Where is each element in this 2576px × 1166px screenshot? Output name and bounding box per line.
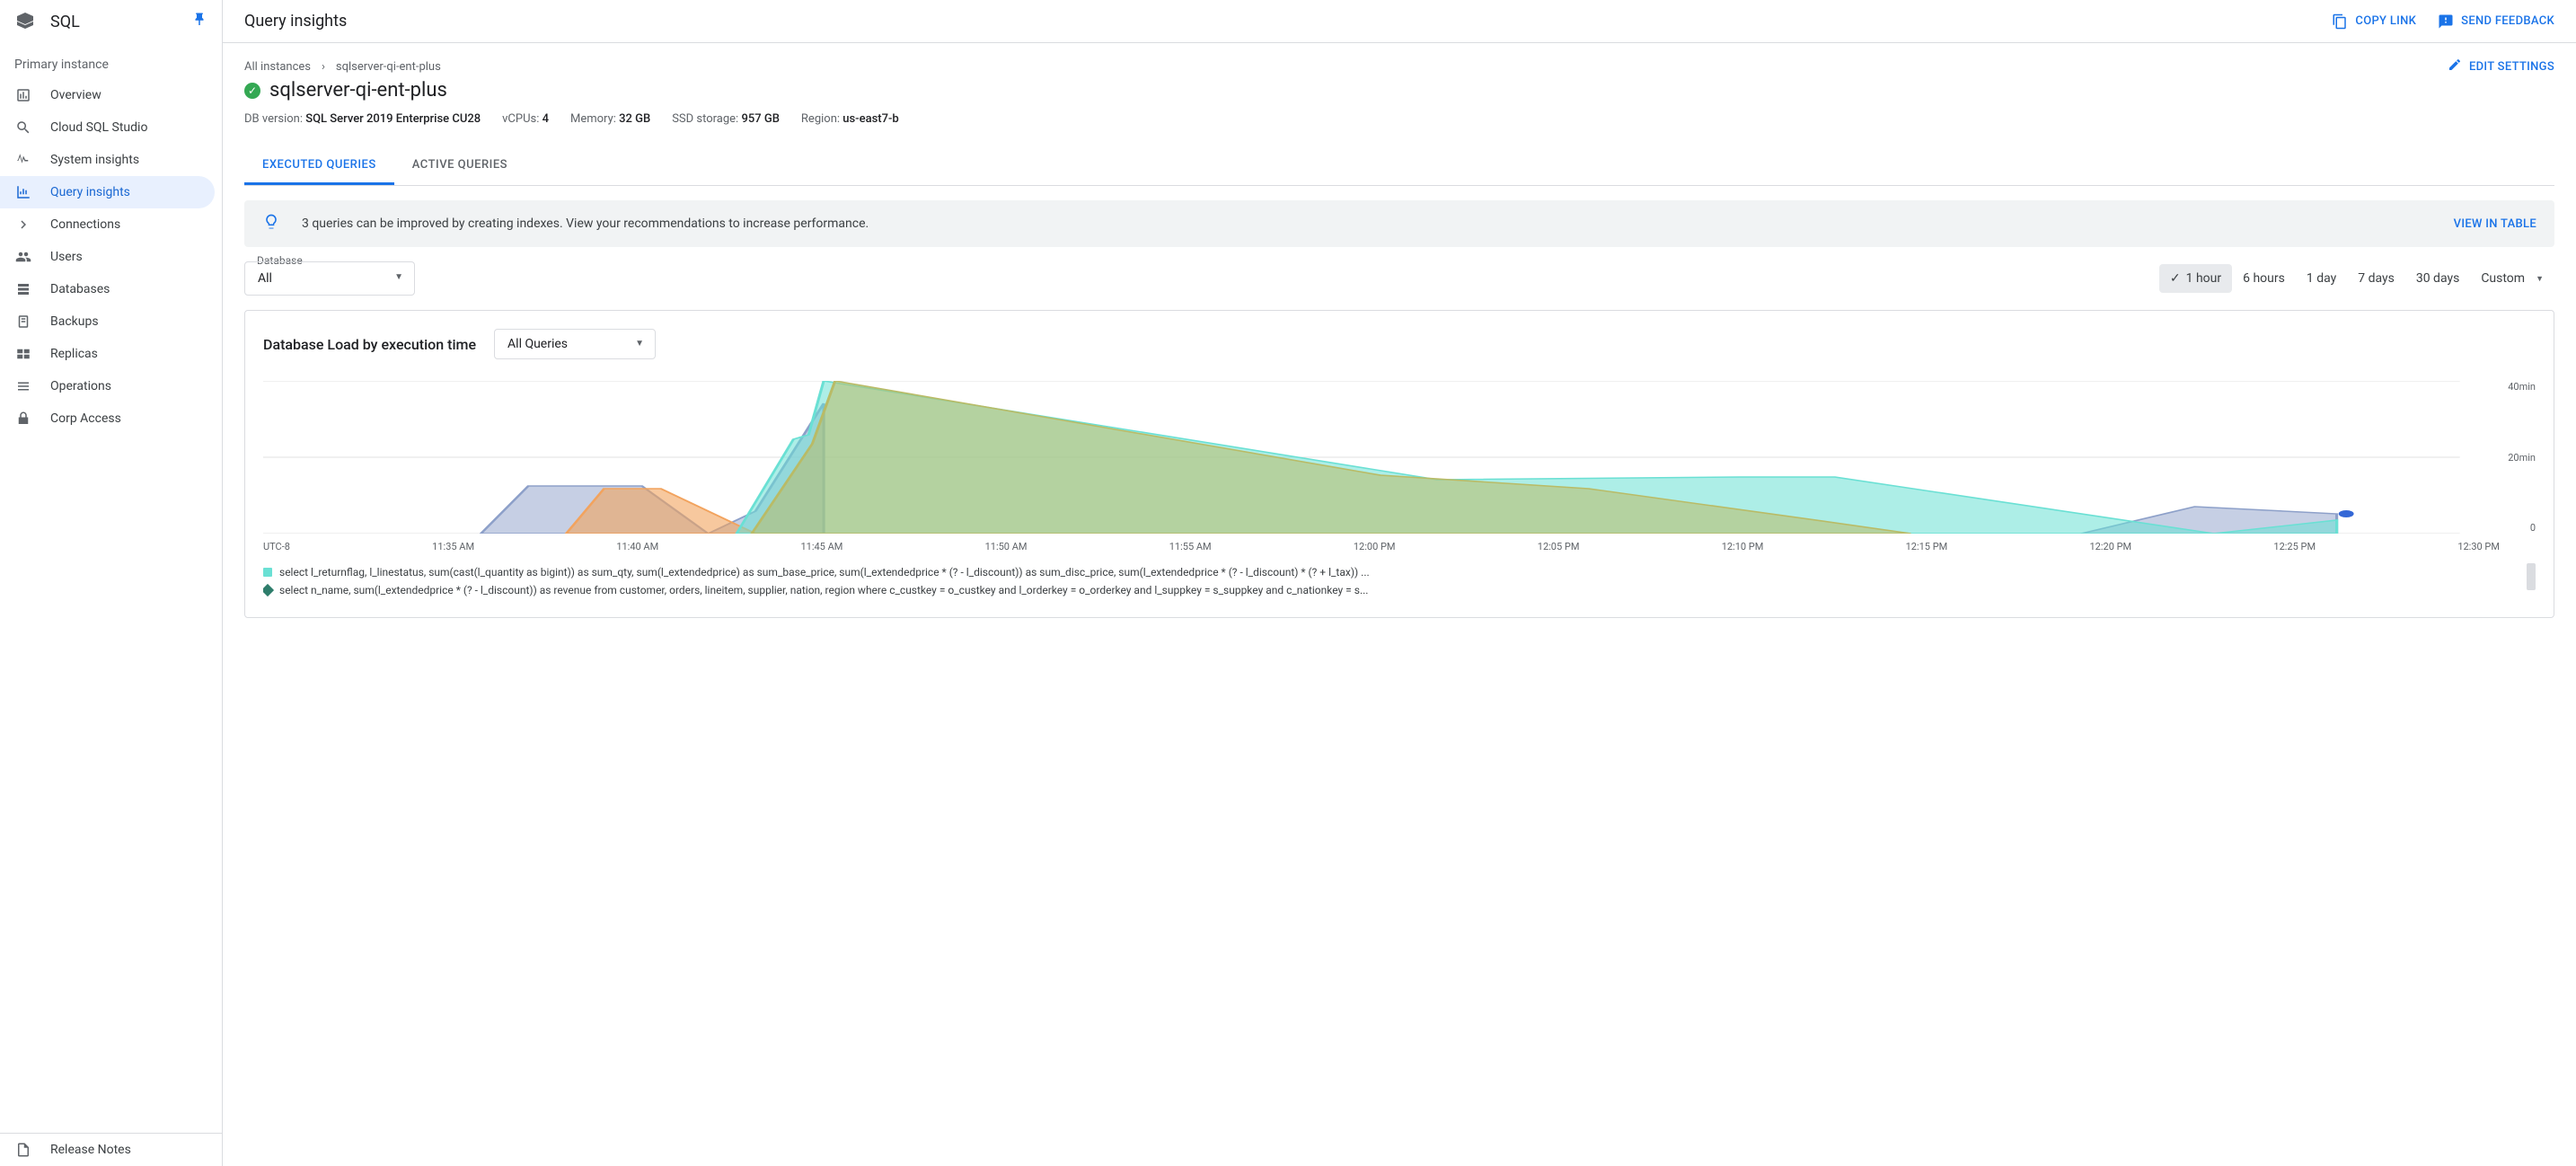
connect-icon [14,216,32,234]
legend-item[interactable]: select n_name, sum(l_extendedprice * (? … [263,581,2518,599]
sidebar-item-label: System insights [50,153,139,167]
recommendation-banner: 3 queries can be improved by creating in… [244,200,2554,247]
pin-icon[interactable] [191,12,207,31]
topbar: Query insights COPY LINK SEND FEEDBACK [223,0,2576,43]
tabs: EXECUTED QUERIES ACTIVE QUERIES [244,147,2554,186]
product-title: SQL [50,13,191,31]
sidebar-item-operations[interactable]: Operations [0,370,222,402]
chart-plot [263,381,2536,534]
time-opt-30-days[interactable]: 30 days [2405,264,2470,293]
chart-card: Database Load by execution time All Quer… [244,310,2554,618]
time-opt-1-day[interactable]: 1 day [2296,264,2347,293]
copy-icon [2332,13,2348,30]
sidebar-item-label: Connections [50,217,120,232]
ops-icon [14,377,32,395]
query-filter-select[interactable]: All Queries [494,329,656,359]
sidebar-item-label: Corp Access [50,411,121,426]
monitor-icon [14,151,32,169]
sidebar-item-cloud-sql-studio[interactable]: Cloud SQL Studio [0,111,222,144]
users-icon [14,248,32,266]
status-ok-icon: ✓ [244,83,260,99]
legend-item[interactable]: select l_returnflag, l_linestatus, sum(c… [263,563,2518,581]
check-icon: ✓ [2170,271,2181,286]
legend-marker-icon [263,568,272,577]
sidebar-item-corp-access[interactable]: Corp Access [0,402,222,435]
tab-active-queries[interactable]: ACTIVE QUERIES [394,147,525,185]
chart-x-axis: UTC-811:35 AM11:40 AM11:45 AM11:50 AM11:… [263,541,2536,552]
sidebar-item-connections[interactable]: Connections [0,208,222,241]
time-range-picker: ✓1 hour6 hours1 day7 days30 daysCustom [2159,264,2554,293]
sidebar-item-label: Replicas [50,347,98,361]
corp-icon [14,410,32,428]
db-icon [14,280,32,298]
sidebar-item-label: Overview [50,88,101,102]
notes-icon [14,1141,32,1159]
sidebar-item-label: Users [50,250,83,264]
lightbulb-icon [262,213,280,234]
sidebar-item-label: Cloud SQL Studio [50,120,147,135]
tab-executed-queries[interactable]: EXECUTED QUERIES [244,147,394,185]
chart-icon [14,183,32,201]
sidebar-item-backups[interactable]: Backups [0,305,222,338]
breadcrumb-root[interactable]: All instances [244,60,311,74]
time-opt-7-days[interactable]: 7 days [2347,264,2405,293]
search-icon [14,119,32,137]
sidebar-item-users[interactable]: Users [0,241,222,273]
breadcrumb: All instances › sqlserver-qi-ent-plus [244,60,441,74]
time-opt-custom[interactable]: Custom [2470,264,2554,293]
overview-icon [14,86,32,104]
sidebar-item-label: Operations [50,379,111,393]
legend-marker-icon [263,584,274,596]
sidebar-item-query-insights[interactable]: Query insights [0,176,215,208]
sidebar-item-replicas[interactable]: Replicas [0,338,222,370]
chevron-right-icon: › [322,60,325,74]
view-in-table-link[interactable]: VIEW IN TABLE [2454,217,2536,231]
sidebar-header: SQL [0,0,222,43]
sidebar-item-overview[interactable]: Overview [0,79,222,111]
chart-legend: select l_returnflag, l_linestatus, sum(c… [263,563,2536,599]
pencil-icon [2448,57,2462,75]
legend-scrollbar[interactable] [2527,563,2536,590]
feedback-icon [2438,13,2454,30]
sidebar-item-label: Query insights [50,185,130,199]
chart-y-axis: 40min20min0 [2508,381,2536,534]
sidebar-item-label: Backups [50,314,99,329]
sidebar-item-databases[interactable]: Databases [0,273,222,305]
sidebar-item-label: Databases [50,282,110,296]
time-opt-1-hour[interactable]: ✓1 hour [2159,264,2232,293]
copy-link-button[interactable]: COPY LINK [2332,13,2416,30]
edit-settings-button[interactable]: EDIT SETTINGS [2448,57,2554,75]
database-select[interactable]: Database All [244,261,415,296]
send-feedback-button[interactable]: SEND FEEDBACK [2438,13,2554,30]
replica-icon [14,345,32,363]
time-opt-6-hours[interactable]: 6 hours [2232,264,2296,293]
instance-meta: DB version: SQL Server 2019 Enterprise C… [244,112,2554,126]
product-logo-icon [14,11,36,32]
banner-text: 3 queries can be improved by creating in… [302,216,2454,231]
instance-name: sqlserver-qi-ent-plus [269,79,447,102]
chart-title: Database Load by execution time [263,336,476,353]
sidebar-item-release-notes[interactable]: Release Notes [0,1134,222,1166]
sidebar-item-system-insights[interactable]: System insights [0,144,222,176]
backup-icon [14,313,32,331]
sidebar: SQL Primary instance Overview Cloud SQL S… [0,0,223,1166]
sidebar-item-label: Release Notes [50,1143,131,1157]
sidebar-section-label: Primary instance [0,43,222,79]
page-title: Query insights [244,12,2332,31]
breadcrumb-current: sqlserver-qi-ent-plus [336,60,441,74]
database-select-value[interactable]: All [244,261,415,296]
